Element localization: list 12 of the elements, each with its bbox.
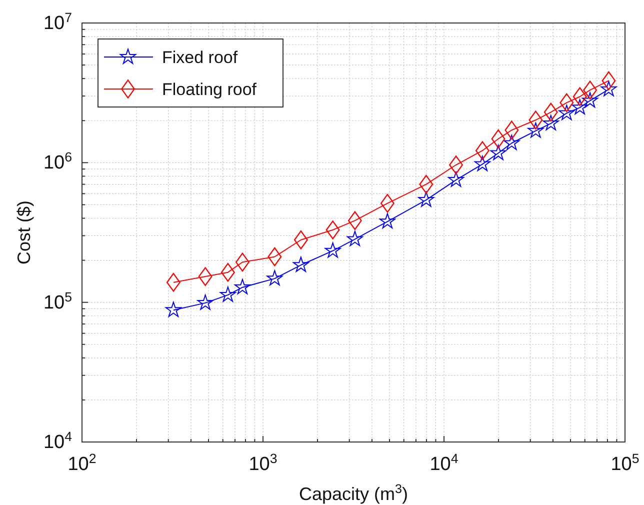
y-tick-label: 10$^{6}$ (43, 149, 72, 174)
x-tick-label: 10$^{2}$ (68, 450, 96, 475)
y-tick-label: 10$^{5}$ (43, 288, 72, 314)
x-axis-title: Capacity (m$^{3}$) (298, 482, 408, 504)
x-tick-label: 10$^{4}$ (430, 450, 458, 475)
y-tick-label: 10$^{4}$ (43, 428, 72, 453)
legend-label: Floating roof (162, 80, 257, 99)
legend-label: Fixed roof (162, 48, 238, 67)
x-tick-label: 10$^{5}$ (610, 450, 640, 475)
x-tick-label: 10$^{3}$ (248, 450, 278, 475)
y-axis-title: Cost ($) (14, 200, 34, 265)
y-tick-label: 10$^{7}$ (43, 10, 72, 34)
